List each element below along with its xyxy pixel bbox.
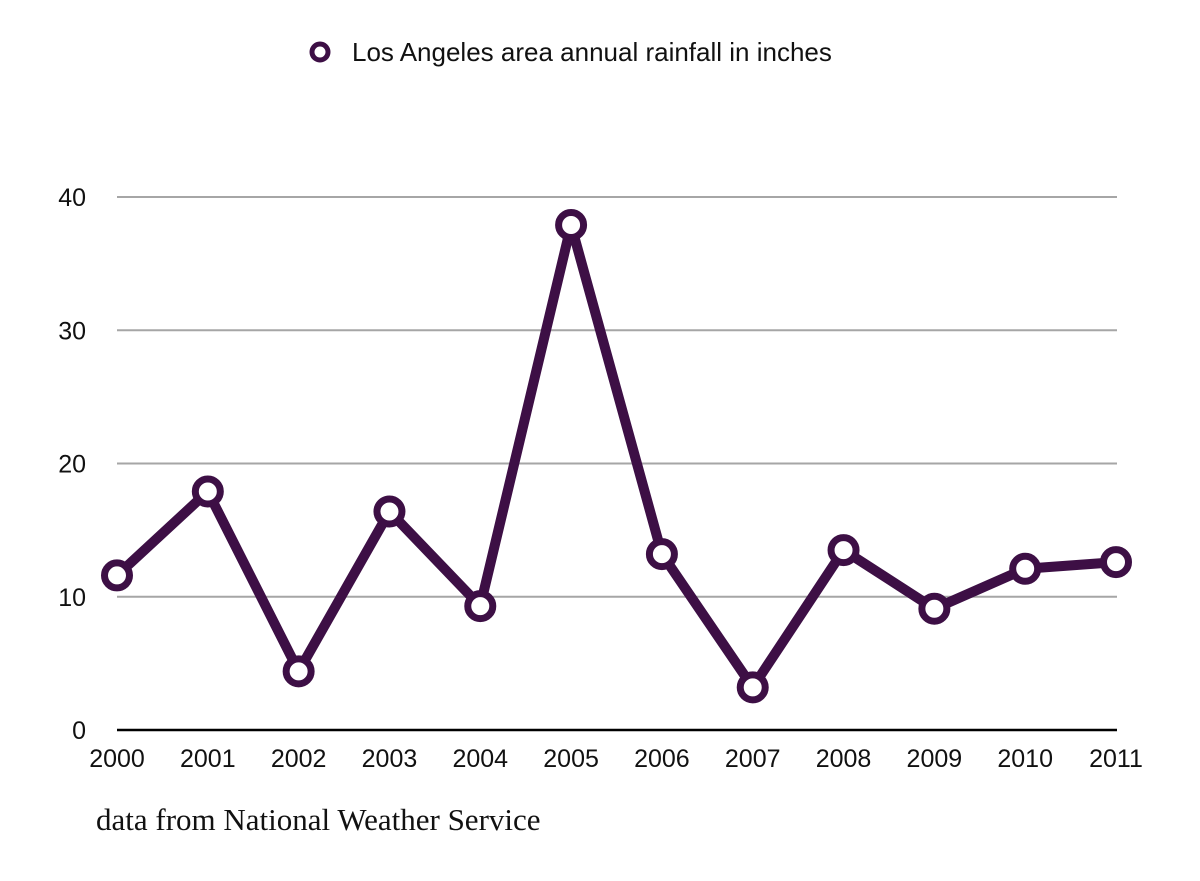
source-note: data from National Weather Service [96,802,541,837]
x-tick-label: 2011 [1089,745,1143,773]
x-tick-label: 2000 [89,745,145,773]
data-point [373,495,406,528]
x-tick-label: 2003 [362,745,418,773]
data-point [1009,552,1042,585]
data-point [1100,546,1132,579]
y-tick-label: 0 [72,717,86,745]
x-tick-label: 2010 [997,745,1053,773]
series-line [112,219,1121,693]
legend-label: Los Angeles area annual rainfall in inch… [352,37,832,67]
data-point [736,671,769,704]
x-tick-label: 2002 [271,745,327,773]
series-rainfall [101,208,1132,704]
x-axis-ticks: 2000 2001 2002 2003 2004 2005 2006 2007 2008 2009… [89,745,1143,773]
legend-marker-icon [309,41,331,63]
y-tick-label: 30 [58,317,86,345]
data-point [827,534,860,567]
y-tick-label: 40 [58,184,86,212]
x-tick-label: 2007 [725,745,781,773]
data-point [464,590,497,623]
x-tick-label: 2009 [907,745,963,773]
gridlines [117,196,1117,732]
x-tick-label: 2006 [634,745,690,773]
data-point [555,208,588,241]
data-point [101,559,133,592]
x-tick-label: 2008 [816,745,872,773]
y-tick-label: 10 [58,584,86,612]
data-point [918,592,951,625]
data-point [282,655,315,688]
data-point [645,538,678,571]
y-axis-ticks: 0 10 20 30 40 [58,184,86,745]
x-tick-label: 2001 [180,745,236,773]
legend: Los Angeles area annual rainfall in inch… [309,37,832,67]
data-point [191,475,224,508]
x-tick-label: 2004 [452,745,508,773]
x-tick-label: 2005 [543,745,599,773]
y-tick-label: 20 [58,451,86,479]
